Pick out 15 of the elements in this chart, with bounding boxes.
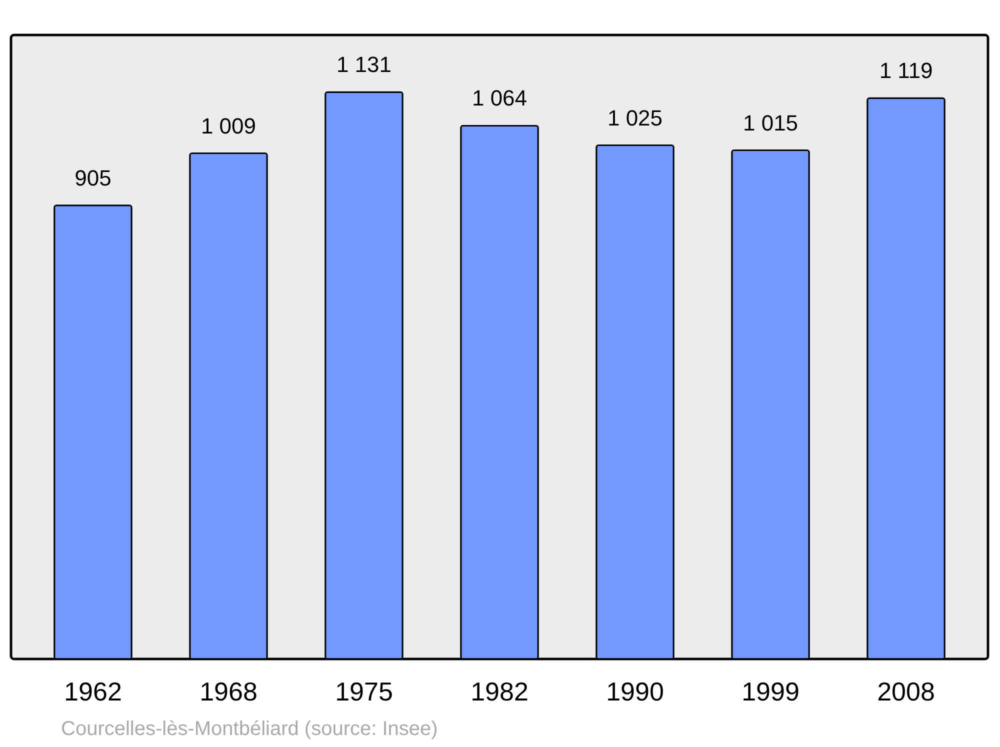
- x-tick-label: 2008: [877, 676, 935, 706]
- data-label: 1 064: [472, 86, 528, 111]
- data-label: 1 131: [336, 52, 392, 78]
- data-label: 1 009: [200, 113, 256, 138]
- data-label: 1 025: [607, 105, 663, 130]
- x-tick-label: 1990: [606, 676, 664, 706]
- data-label: 1 119: [879, 58, 933, 84]
- text: Courcelles-lès-Montbéliard (source: Insee): [61, 718, 438, 740]
- x-tick-label: 1975: [335, 676, 393, 706]
- x-tick-label: 1982: [470, 676, 528, 706]
- x-tick-label: 1962: [64, 676, 122, 706]
- x-tick-label: 1999: [742, 676, 800, 706]
- data-label: 1 015: [742, 110, 798, 136]
- data-label: 905: [74, 165, 112, 190]
- x-tick-label: 1968: [200, 676, 258, 706]
